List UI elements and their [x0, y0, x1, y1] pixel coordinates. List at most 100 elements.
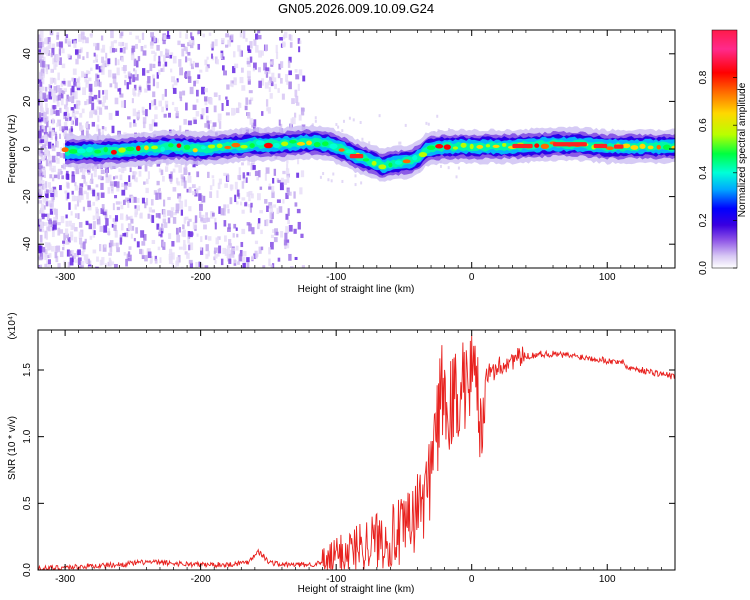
snr-frame [37, 329, 676, 571]
noise-speck [223, 220, 227, 227]
noise-speck [53, 64, 57, 70]
noise-speck [282, 199, 285, 204]
noise-speck [163, 113, 167, 118]
noise-speck [43, 184, 46, 189]
noise-speck [172, 87, 177, 94]
noise-speck [277, 257, 281, 262]
noise-speck [40, 93, 44, 102]
noise-speck [45, 193, 49, 198]
noise-speck [111, 125, 115, 134]
noise-speck [151, 50, 156, 54]
noise-speck [52, 222, 57, 230]
ridge-blob [160, 146, 165, 152]
noise-speck [224, 183, 229, 188]
noise-speck [82, 248, 86, 252]
noise-speck [231, 247, 236, 252]
noise-speck [89, 235, 93, 240]
noise-speck [327, 178, 330, 182]
noise-speck [82, 37, 85, 44]
noise-speck [282, 170, 286, 175]
noise-speck [44, 263, 48, 268]
noise-speck [183, 180, 187, 189]
noise-speck [171, 84, 175, 89]
noise-speck [59, 107, 62, 114]
noise-speck [147, 213, 150, 219]
noise-speck [233, 51, 236, 58]
noise-speck [124, 232, 129, 238]
noise-speck [130, 233, 133, 239]
noise-speck [214, 217, 217, 225]
noise-speck [170, 52, 174, 56]
colorbar-frame [711, 29, 738, 269]
noise-speck [258, 246, 262, 254]
noise-speck [65, 107, 69, 113]
noise-speck [86, 99, 90, 105]
noise-speck [51, 145, 56, 152]
noise-speck [229, 80, 233, 87]
y-tick-label: 1.5 [22, 363, 33, 377]
noise-speck [138, 39, 141, 43]
noise-speck [293, 191, 296, 199]
noise-speck [361, 137, 364, 141]
noise-speck [288, 81, 292, 90]
noise-speck [165, 48, 168, 54]
noise-speck [220, 53, 223, 59]
noise-speck [105, 93, 108, 100]
noise-speck [119, 93, 124, 98]
noise-speck [172, 55, 177, 64]
noise-speck [88, 83, 93, 92]
noise-speck [269, 61, 273, 65]
noise-speck [173, 80, 178, 86]
noise-speck [277, 73, 281, 79]
noise-speck [162, 218, 167, 224]
noise-speck [195, 187, 199, 194]
x-tick-label: -200 [191, 574, 211, 585]
noise-speck [74, 213, 78, 218]
noise-speck [45, 107, 49, 115]
noise-speck [141, 32, 145, 40]
noise-speck [142, 50, 147, 56]
noise-speck [238, 102, 242, 108]
noise-speck [122, 167, 127, 171]
noise-speck [272, 229, 276, 233]
noise-speck [148, 123, 152, 130]
y-tick-label: 40 [22, 48, 33, 60]
noise-speck [97, 216, 101, 225]
noise-speck [133, 196, 137, 203]
noise-speck [142, 121, 146, 129]
noise-speck [360, 181, 363, 185]
x-tick-label: 100 [599, 272, 616, 283]
ridge-blob [460, 142, 467, 148]
noise-speck [244, 202, 248, 207]
noise-speck [109, 181, 114, 187]
noise-speck [53, 94, 57, 101]
noise-speck [120, 100, 124, 108]
noise-speck [76, 82, 81, 88]
noise-speck [247, 79, 251, 85]
noise-speck [52, 105, 57, 110]
noise-speck [188, 218, 192, 222]
noise-speck [221, 102, 224, 111]
noise-speck [152, 63, 156, 69]
noise-speck [192, 37, 195, 46]
noise-speck [227, 253, 232, 262]
noise-speck [166, 34, 171, 39]
noise-speck [49, 174, 53, 179]
noise-speck [138, 90, 141, 95]
noise-speck [132, 123, 137, 127]
noise-speck [205, 107, 209, 114]
noise-speck [43, 111, 47, 120]
noise-speck [135, 35, 140, 40]
noise-speck [60, 146, 63, 153]
noise-speck [234, 194, 237, 203]
noise-speck [57, 172, 60, 180]
noise-speck [302, 75, 306, 82]
noise-speck [56, 122, 59, 128]
noise-speck [179, 96, 183, 102]
noise-speck [279, 61, 284, 68]
noise-speck [222, 247, 226, 255]
ridge-blob [94, 149, 102, 154]
noise-speck [100, 182, 104, 190]
noise-speck [196, 171, 200, 178]
noise-speck [232, 66, 236, 74]
